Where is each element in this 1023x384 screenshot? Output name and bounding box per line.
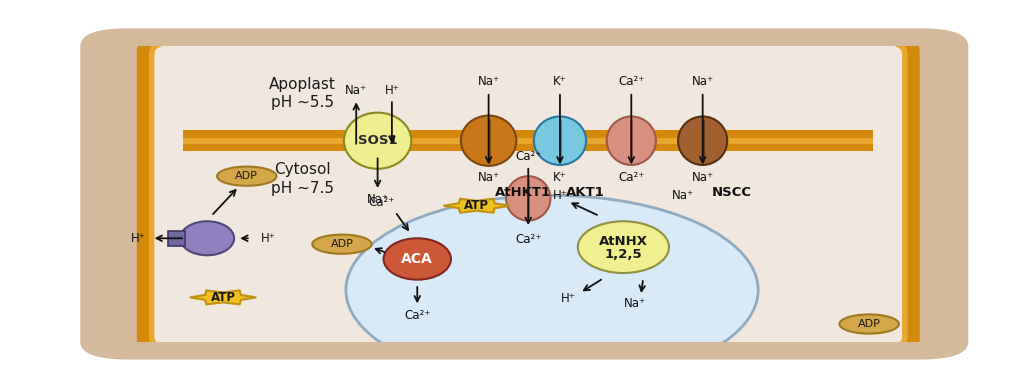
Ellipse shape (384, 238, 451, 280)
Bar (183, 137, 874, 144)
Polygon shape (189, 290, 257, 305)
Text: ATP: ATP (464, 199, 489, 212)
Text: Na⁺: Na⁺ (345, 84, 367, 97)
Text: AtHKT1: AtHKT1 (495, 186, 551, 199)
Ellipse shape (607, 116, 656, 165)
Text: Na⁺: Na⁺ (692, 75, 714, 88)
Bar (183, 130, 874, 151)
Text: ACA: ACA (401, 252, 433, 266)
Text: Ca²⁺: Ca²⁺ (618, 171, 644, 184)
Ellipse shape (678, 116, 727, 165)
Text: Ca²⁺: Ca²⁺ (515, 233, 541, 246)
Text: 1,2,5: 1,2,5 (605, 248, 642, 261)
Text: AKT1: AKT1 (567, 186, 605, 199)
Ellipse shape (578, 221, 669, 273)
Text: ADP: ADP (235, 171, 258, 181)
Bar (168, 231, 185, 246)
Text: ADP: ADP (330, 239, 353, 249)
Text: H⁺: H⁺ (552, 189, 568, 202)
Text: Ca²⁺: Ca²⁺ (404, 309, 431, 322)
Text: NSCC: NSCC (712, 186, 752, 199)
Text: AtNHX: AtNHX (598, 235, 648, 248)
Text: H⁺: H⁺ (385, 84, 399, 97)
Text: Ca²⁺: Ca²⁺ (618, 75, 644, 88)
Text: Na⁺: Na⁺ (624, 297, 647, 310)
FancyBboxPatch shape (80, 28, 969, 359)
Ellipse shape (344, 113, 411, 169)
Text: ATP: ATP (211, 291, 235, 304)
Text: Na⁺: Na⁺ (478, 171, 499, 184)
Ellipse shape (506, 176, 550, 220)
Ellipse shape (346, 195, 758, 384)
Text: H⁺: H⁺ (261, 232, 276, 245)
FancyBboxPatch shape (143, 37, 913, 354)
Text: ADP: ADP (857, 319, 881, 329)
Text: SOS1: SOS1 (358, 134, 397, 147)
Ellipse shape (217, 167, 276, 186)
Ellipse shape (460, 116, 517, 166)
Ellipse shape (840, 314, 899, 334)
Ellipse shape (180, 221, 234, 255)
Text: K⁺: K⁺ (553, 171, 567, 184)
Ellipse shape (534, 116, 586, 165)
Text: Ca²⁺: Ca²⁺ (368, 196, 395, 209)
Text: K⁺: K⁺ (553, 75, 567, 88)
Text: H⁺: H⁺ (131, 232, 145, 245)
Text: Na⁺: Na⁺ (672, 189, 694, 202)
Ellipse shape (312, 235, 371, 254)
Polygon shape (443, 199, 510, 213)
Text: Na⁺: Na⁺ (478, 75, 499, 88)
Text: Ca²⁺: Ca²⁺ (515, 151, 541, 164)
Text: Apoplast
pH ~5.5: Apoplast pH ~5.5 (269, 76, 336, 110)
Text: H⁺: H⁺ (561, 292, 575, 305)
Text: Cytosol
pH ~7.5: Cytosol pH ~7.5 (271, 162, 333, 196)
Text: Na⁺: Na⁺ (366, 193, 389, 206)
Text: Na⁺: Na⁺ (692, 171, 714, 184)
